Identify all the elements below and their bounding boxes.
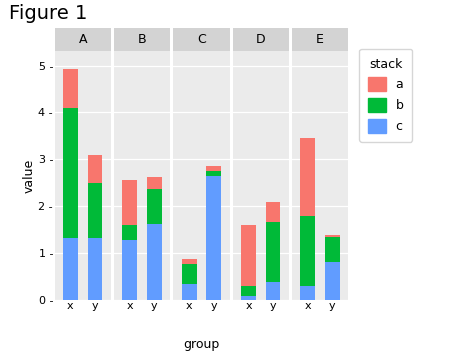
Y-axis label: value: value (23, 159, 36, 193)
Bar (122, 240, 137, 300)
Bar (301, 138, 315, 215)
Legend: a, b, c: a, b, c (359, 49, 412, 142)
Text: E: E (316, 33, 324, 47)
Bar (147, 177, 162, 189)
Bar (63, 238, 78, 300)
Bar (266, 202, 281, 222)
Bar (88, 155, 102, 183)
Bar (301, 215, 315, 286)
Bar (147, 189, 162, 224)
Bar (122, 225, 137, 240)
Text: group: group (183, 338, 219, 351)
Bar (266, 282, 281, 300)
Bar (325, 235, 340, 237)
Text: C: C (197, 33, 206, 47)
Bar (241, 286, 256, 296)
Bar (241, 225, 256, 286)
Bar (325, 237, 340, 262)
Bar (88, 238, 102, 300)
Bar (266, 222, 281, 282)
Bar (241, 296, 256, 300)
Bar (182, 259, 197, 264)
Bar (63, 108, 78, 238)
Bar (147, 224, 162, 300)
Bar (122, 180, 137, 225)
Bar (301, 286, 315, 300)
Bar (206, 166, 221, 171)
Bar (182, 264, 197, 284)
Text: B: B (138, 33, 146, 47)
Bar (325, 262, 340, 300)
Text: A: A (79, 33, 87, 47)
Bar (206, 176, 221, 300)
Bar (88, 183, 102, 238)
Text: Figure 1: Figure 1 (9, 4, 88, 23)
Bar (63, 69, 78, 108)
Text: D: D (256, 33, 265, 47)
Bar (182, 284, 197, 300)
Bar (206, 171, 221, 176)
